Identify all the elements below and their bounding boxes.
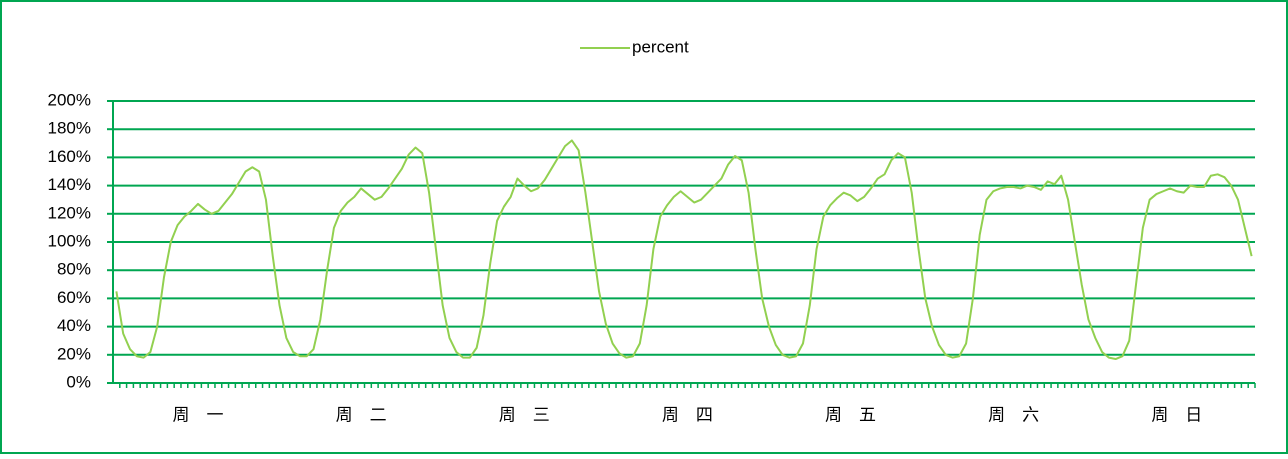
y-tick-label: 60% [57,288,91,307]
x-tick-label: 周 一 [172,405,223,424]
y-tick-label: 80% [57,260,91,279]
x-tick-label: 周 二 [336,405,387,424]
series-line [115,139,1253,361]
x-tick-label: 周 三 [499,405,550,424]
y-tick-label: 140% [48,175,91,194]
x-tick-label: 周 五 [825,405,876,424]
y-tick-label: 100% [48,231,91,250]
y-tick-label: 20% [57,344,91,363]
legend-label: percent [632,37,689,56]
x-tick-label: 周 四 [662,405,713,424]
y-tick-label: 200% [48,90,91,109]
y-tick-label: 120% [48,203,91,222]
x-tick-label: 周 日 [1151,405,1202,424]
y-tick-label: 0% [66,372,91,391]
y-tick-label: 180% [48,119,91,138]
x-tick-label: 周 六 [988,405,1039,424]
y-tick-label: 40% [57,316,91,335]
y-tick-label: 160% [48,147,91,166]
